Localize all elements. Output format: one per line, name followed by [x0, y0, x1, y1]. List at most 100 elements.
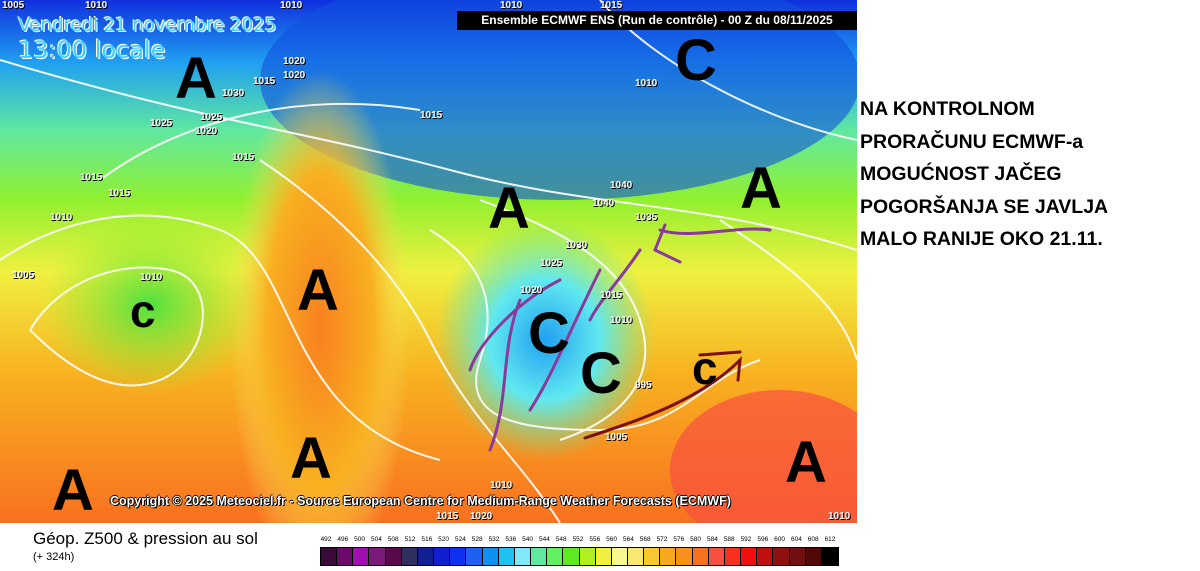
pressure-system-label: c [692, 342, 718, 394]
colorbar-swatch [498, 548, 515, 565]
pressure-system-label: A [290, 426, 332, 491]
colorbar-tick-label: 540 [522, 536, 534, 543]
colorbar-swatch [595, 548, 612, 565]
colorbar-swatch [644, 548, 661, 565]
colorbar-swatch [450, 548, 467, 565]
colorbar-tick-label: 544 [538, 536, 550, 543]
forecast-time: 13:00 locale [18, 36, 166, 64]
colorbar-tick-label: 600 [774, 536, 786, 543]
colorbar-swatch [563, 548, 580, 565]
pressure-system-label: c [130, 285, 156, 337]
isobar-label: 1015 [436, 511, 459, 522]
isobar-label: 1025 [200, 112, 223, 123]
isobar-label: 1020 [195, 126, 218, 137]
isobar-label: 1010 [635, 78, 658, 89]
colorbar-swatch [353, 548, 370, 565]
colorbar-tick-label: 536 [505, 536, 517, 543]
colorbar-tick-label: 568 [639, 536, 651, 543]
colorbar-tick-label: 612 [824, 536, 836, 543]
isobar-label: 1010 [50, 212, 73, 223]
colorbar-swatch [676, 548, 693, 565]
colorbar-swatch [805, 548, 822, 565]
colorbar-swatch [611, 548, 628, 565]
note-line: POGORŠANJA SE JAVLJA [860, 195, 1109, 218]
colorbar-swatch [434, 548, 451, 565]
colorbar-tick-label: 560 [606, 536, 618, 543]
map-canvas [0, 0, 857, 523]
note-line: PRORAČUNU ECMWF-a [860, 130, 1084, 153]
copyright: Copyright © 2025 Meteociel.fr - Source E… [110, 494, 731, 508]
pressure-system-label: A [297, 258, 339, 323]
isobar-label: 1015 [420, 110, 443, 121]
isobar-label: 1025 [540, 258, 563, 269]
colorbar-swatch [821, 548, 838, 565]
legend-subtitle: (+ 324h) [33, 551, 75, 563]
isobar-label: 1010 [280, 0, 303, 11]
pressure-system-label: C [580, 341, 622, 406]
isobar-label: 1020 [470, 511, 493, 522]
pressure-system-label: A [175, 46, 217, 111]
colorbar-tick-label: 492 [320, 536, 332, 543]
colorbar-swatch [579, 548, 596, 565]
isobar-label: 1030 [565, 240, 588, 251]
isobar-label: 1020 [283, 56, 306, 67]
colorbar-tick-label: 516 [421, 536, 433, 543]
colorbar-swatch [692, 548, 709, 565]
isobar-label: 1010 [500, 0, 523, 11]
isobar-label: 1040 [610, 180, 633, 191]
colorbar-swatch [321, 548, 338, 565]
colorbar-swatch [482, 548, 499, 565]
colorbar-swatch [385, 548, 402, 565]
colorbar-tick-label: 576 [673, 536, 685, 543]
colorbar-swatch [757, 548, 774, 565]
pressure-system-label: C [675, 28, 717, 93]
note-line: MOGUĆNOST JAČEG [860, 163, 1062, 185]
isobar-label: 1010 [828, 511, 851, 522]
colorbar-swatch [401, 548, 418, 565]
forecast-date: Vendredi 21 novembre 2025 [18, 14, 277, 36]
isobar-label: 1040 [592, 198, 615, 209]
colorbar-tick-label: 580 [690, 536, 702, 543]
isobar-label: 1005 [12, 270, 35, 281]
colorbar-tick-label: 556 [589, 536, 601, 543]
colorbar-swatch [660, 548, 677, 565]
isobar-label: 1010 [140, 272, 163, 283]
colorbar-swatch [417, 548, 435, 565]
colorbar-tick-label: 596 [757, 536, 769, 543]
isobar-label: 1020 [283, 70, 306, 81]
colorbar-swatch [741, 548, 758, 565]
colorbar-tick-label: 604 [790, 536, 802, 543]
isobar-label: 1030 [222, 88, 245, 99]
note-line: NA KONTROLNOM [860, 98, 1035, 120]
pressure-system-label: A [488, 176, 530, 241]
isobar-label: 1010 [85, 0, 108, 11]
isobar-label: 1015 [600, 290, 623, 301]
annotation-note: NA KONTROLNOM PRORAČUNU ECMWF-a MOGUĆNOS… [860, 93, 1200, 256]
legend-title: Géop. Z500 & pression au sol [33, 529, 258, 548]
isobar-label: 1005 [2, 0, 25, 11]
colorbar-swatch [724, 548, 742, 565]
isobar-label: 1005 [605, 432, 628, 443]
colorbar-swatch [708, 548, 725, 565]
colorbar-swatch [627, 548, 645, 565]
isobar-label: 1020 [520, 285, 543, 296]
colorbar-tick-label: 608 [807, 536, 819, 543]
isobar-label: 1035 [635, 212, 658, 223]
pressure-system-label: A [740, 156, 782, 221]
colorbar-tick-label: 552 [572, 536, 584, 543]
colorbar-swatch [514, 548, 532, 565]
colorbar-tick-label: 508 [387, 536, 399, 543]
colorbar-tick-label: 500 [354, 536, 366, 543]
colorbar-tick-label: 564 [622, 536, 634, 543]
isobar-label: 1015 [253, 76, 276, 87]
isobar-label: 1025 [150, 118, 173, 129]
colorbar-tick-label: 592 [740, 536, 752, 543]
colorbar-swatch [531, 548, 548, 565]
isobar-label: 1010 [490, 480, 513, 491]
colorbar-tick-label: 504 [370, 536, 382, 543]
colorbar-labels: 492 496 500 504 508 512 516 520 524 528 532 536 540 5… [318, 536, 838, 546]
isobar-label: 1015 [108, 188, 131, 199]
colorbar-swatch [369, 548, 386, 565]
colorbar-tick-label: 528 [471, 536, 483, 543]
